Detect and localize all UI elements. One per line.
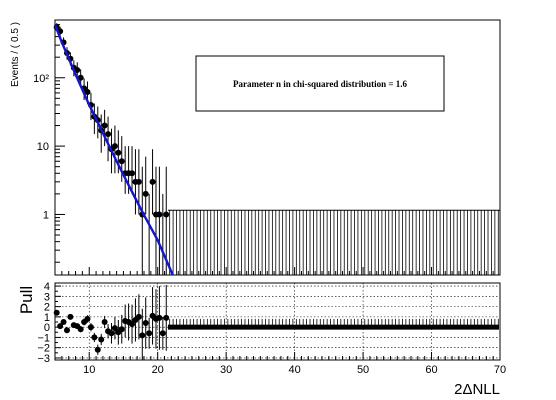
pull-y-axis-title: Pull [17, 286, 36, 314]
pull-point [135, 313, 142, 320]
pull-point [163, 314, 170, 321]
pull-point [67, 313, 74, 320]
x-tick-label: 60 [425, 364, 437, 376]
pull-point [53, 309, 60, 316]
pull-point [101, 319, 108, 326]
pull-y-tick-label: 2 [44, 302, 50, 314]
main-y-ticks: 1 10 10² [33, 19, 65, 263]
data-point [149, 178, 156, 185]
pull-point [111, 325, 118, 332]
pull-point [159, 330, 166, 337]
main-y-axis-title: Events / ( 0.5 ) [10, 22, 21, 87]
data-point [105, 131, 112, 138]
data-point [118, 158, 125, 165]
pull-y-tick-label: −2 [37, 343, 50, 355]
main-x-ticks [54, 267, 501, 275]
x-axis-title: 2ΔNLL [454, 381, 500, 398]
pull-y-tick-label: 1 [44, 312, 50, 324]
annotation-text: Parameter n in chi-squared distribution … [233, 79, 408, 89]
data-point [135, 178, 142, 185]
x-tick-label: 70 [494, 364, 506, 376]
x-tick-label: 40 [288, 364, 300, 376]
x-tick-label: 10 [83, 364, 95, 376]
pull-point [94, 346, 101, 353]
annotation-box: Parameter n in chi-squared distribution … [195, 55, 445, 112]
x-tick-label: 50 [357, 364, 369, 376]
main-y-tick-label: 10 [37, 141, 49, 153]
annotation-frame [195, 55, 445, 112]
pull-point [156, 314, 163, 321]
pull-point [87, 324, 94, 331]
pull-point [139, 332, 146, 339]
main-data-points [53, 23, 170, 276]
pull-point [142, 320, 149, 327]
pull-y-tick-label: 0 [44, 322, 50, 334]
data-point [129, 170, 136, 177]
data-point [74, 66, 81, 73]
pull-plot-frame [54, 282, 501, 361]
data-point [156, 211, 163, 218]
pull-point [146, 330, 153, 337]
x-tick-label: 20 [152, 364, 164, 376]
x-tick-label: 30 [220, 364, 232, 376]
fit-curve [53, 24, 174, 276]
pull-data-points [53, 285, 170, 360]
data-point [84, 88, 91, 95]
pull-y-tick-label: −3 [37, 353, 50, 365]
pull-point [108, 330, 115, 337]
data-point [115, 149, 122, 156]
pull-zero-band [167, 324, 499, 330]
data-point [77, 74, 84, 81]
data-point [142, 190, 149, 197]
data-point [163, 211, 170, 218]
pull-y-tick-label: 4 [44, 281, 50, 293]
pull-point [60, 319, 67, 326]
pull-point [129, 321, 136, 328]
main-plot-frame [54, 19, 501, 276]
pull-point [118, 326, 125, 333]
pull-point [98, 336, 105, 343]
pull-point [91, 334, 98, 341]
main-y-tick-label: 1 [43, 209, 49, 221]
pull-y-tick-label: 3 [44, 291, 50, 303]
pull-point [57, 323, 64, 330]
data-point [101, 122, 108, 129]
pull-point [84, 315, 91, 322]
pull-point [63, 327, 70, 334]
pull-y-tick-label: −1 [37, 332, 50, 344]
main-panel: 1 10 10² Events / ( 0.5 ) Parameter n in c… [10, 19, 501, 276]
main-empty-bin-error-bands [167, 209, 500, 275]
main-y-tick-label: 10² [33, 73, 49, 85]
pull-point [77, 326, 84, 333]
pull-x-ticks: 10 20 30 40 50 60 70 [54, 352, 506, 376]
data-point [111, 143, 118, 150]
pull-empty-bin-markers [167, 318, 499, 330]
